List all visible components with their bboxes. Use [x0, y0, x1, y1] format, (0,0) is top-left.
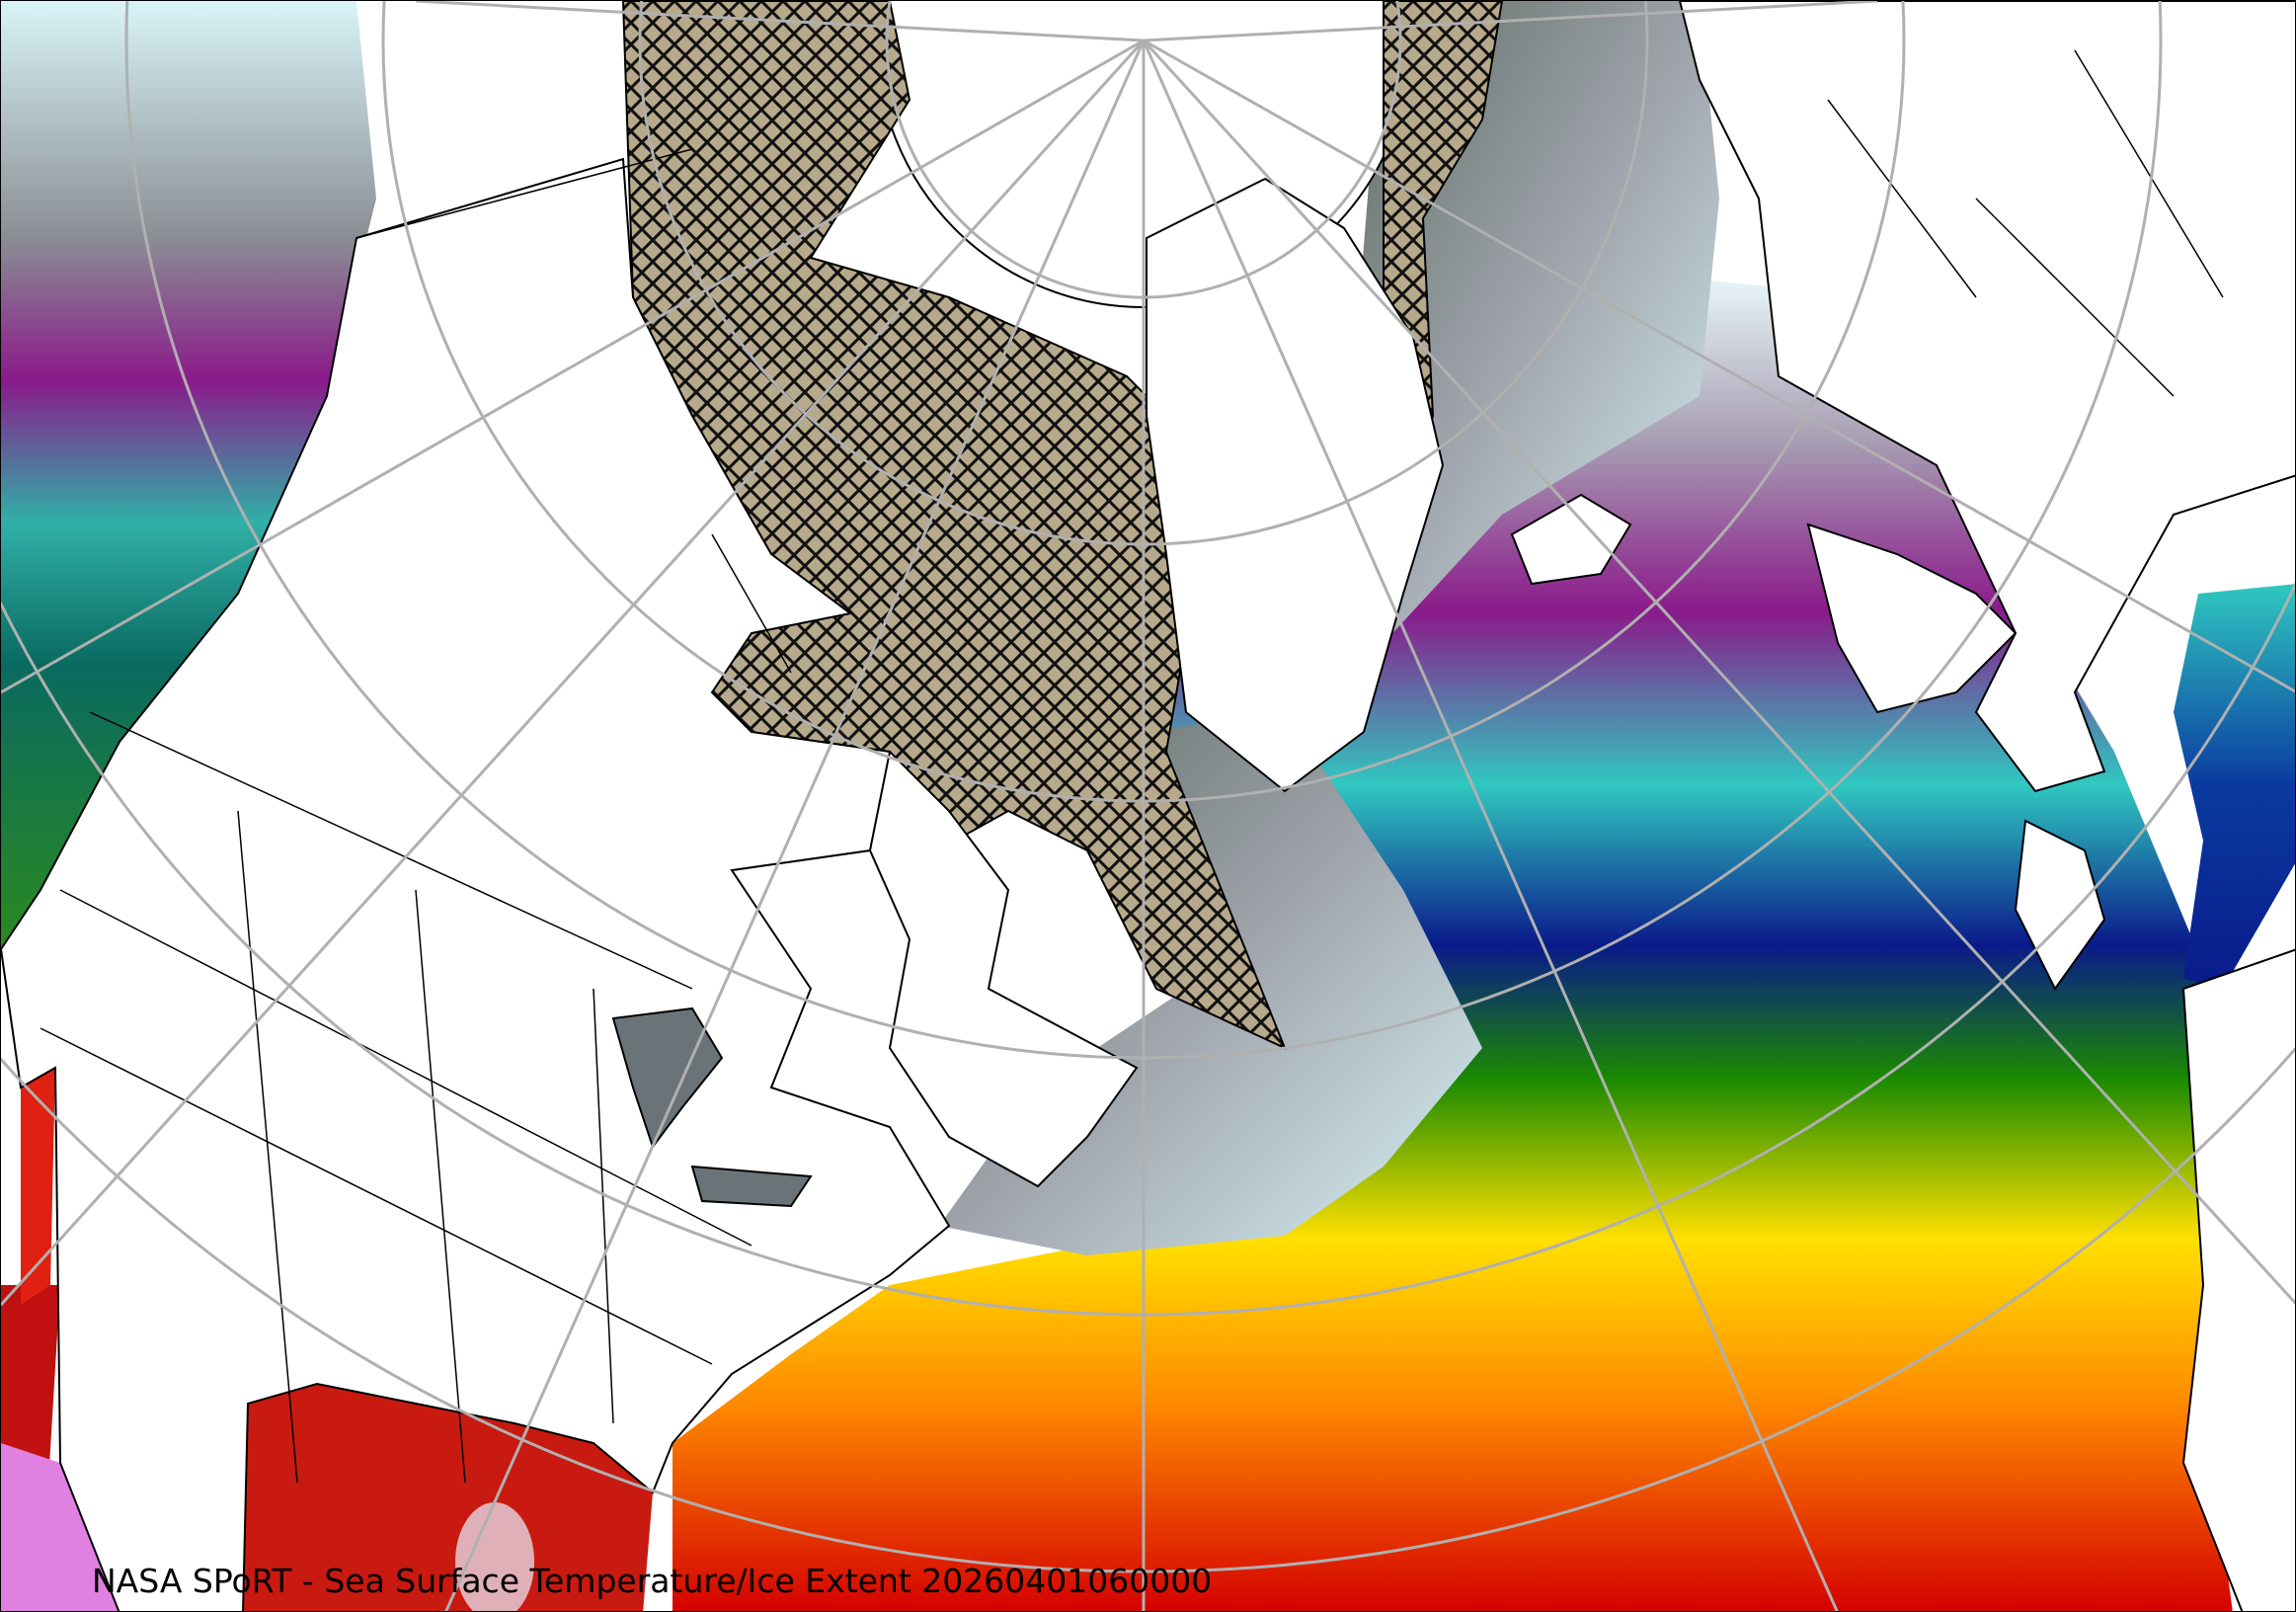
europe — [1678, 1, 2295, 793]
pacific-south-pink — [1, 1443, 119, 1611]
greenland — [1146, 177, 1445, 793]
iceland — [1510, 493, 1632, 586]
gulf-cool-patch — [455, 1502, 534, 1611]
africa — [2181, 948, 2295, 1611]
gulf-of-mexico-sst — [243, 1384, 653, 1611]
north-america — [1, 157, 951, 1611]
political-boundaries — [40, 49, 2224, 1484]
european-waters — [2174, 584, 2295, 989]
pacific-sst — [1, 1, 376, 949]
great-lakes — [611, 1007, 813, 1208]
map-caption: NASA SPoRT - Sea Surface Temperature/Ice… — [92, 1562, 1213, 1600]
scandinavia — [1806, 523, 2018, 714]
baja-warm — [21, 1068, 55, 1305]
